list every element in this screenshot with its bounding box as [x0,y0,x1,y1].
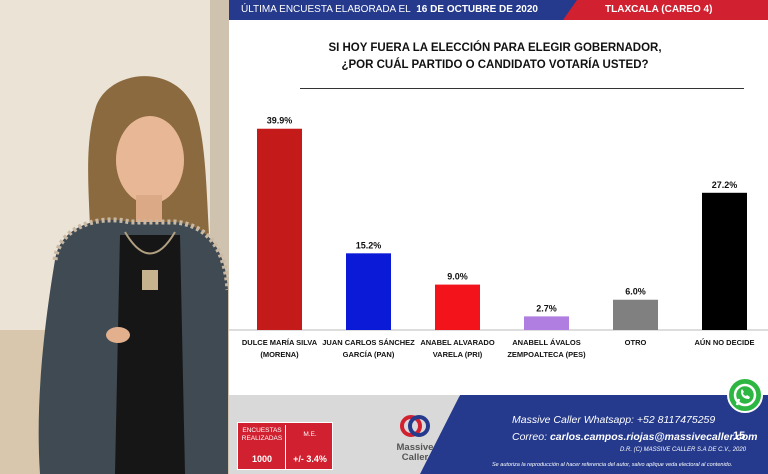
category-label-3-line-1: ZEMPOALTECA (PES) [507,350,586,359]
bar-2 [435,284,480,330]
bar-5 [702,192,747,330]
category-label-5-line-0: AÚN NO DECIDE [694,338,754,347]
logo-text-line2: Caller [401,452,429,463]
category-label-3-line-0: ANABELL ÁVALOS [512,338,580,347]
data-label-5: 27.2% [712,180,738,190]
logo-text-line1: Massive [396,442,434,453]
bar-4 [613,299,658,330]
whatsapp-contact: Massive Caller Whatsapp: +52 8117475259 [512,414,715,426]
stats-divider [285,425,286,469]
email-contact: Correo: carlos.campos.riojas@massivecall… [512,431,757,443]
category-label-4-line-0: OTRO [625,338,647,347]
title-divider [300,88,744,89]
category-label-0-line-0: DULCE MARÍA SILVA [242,338,318,347]
category-label-5: AÚN NO DECIDE [694,338,754,347]
page-number: 15 [733,430,746,442]
logo-icon [400,415,430,437]
chart-title-line1: SI HOY FUERA LA ELECCIÓN PARA ELEGIR GOB… [328,42,662,54]
category-label-2-line-0: ANABEL ALVARADO [420,338,494,347]
chart-title-line2: ¿POR CUÁL PARTIDO O CANDIDATO VOTARÍA US… [341,59,649,71]
copyright: D.R. (C) MASSIVE CALLER S.A DE C.V., 202… [620,447,747,453]
data-label-3: 2.7% [536,303,557,313]
bar-chart: 39.9% DULCE MARÍA SILVA (MORENA) 15.2% JUAN … [229,116,768,359]
candidate-photo-illustration [0,0,229,474]
margin-error-header: M.E. [303,431,317,438]
survey-date-label: ÚLTIMA ENCUESTA ELABORADA EL 16 DE OCTUB… [241,4,538,15]
footer-blue-band [420,395,768,474]
top-banner-red-tab [563,0,768,20]
sample-size-value: 1000 [251,454,273,464]
category-label-4: OTRO [625,338,647,347]
sample-size-header-line1: ENCUESTAS [242,427,282,434]
sample-size-header-line2: REALIZADAS [241,435,283,442]
top-banner [229,0,768,20]
category-label-0: DULCE MARÍA SILVA (MORENA) [242,338,318,359]
category-label-2-line-1: VARELA (PRI) [433,350,483,359]
category-label-2: ANABEL ALVARADO VARELA (PRI) [420,338,494,359]
bar-3 [524,316,569,330]
category-label-0-line-1: (MORENA) [260,350,299,359]
category-label-1-line-0: JUAN CARLOS SÁNCHEZ [322,338,415,347]
bar-1 [346,253,391,330]
data-label-0: 39.9% [267,116,293,126]
category-label-1: JUAN CARLOS SÁNCHEZ GARCÍA (PAN) [322,338,415,359]
whatsapp-phone-icon [733,383,757,407]
whatsapp-label: Massive Caller Whatsapp: [512,414,634,426]
whatsapp-number: +52 8117475259 [636,414,716,426]
data-label-2: 9.0% [447,272,468,282]
email-link[interactable]: carlos.campos.riojas@massivecaller.com [549,431,758,443]
whatsapp-icon[interactable] [727,377,763,413]
data-label-1: 15.2% [356,240,382,250]
disclaimer: Se autoriza la reproducción al hacer ref… [492,462,733,468]
region-label: TLAXCALA (CAREO 4) [605,4,713,15]
massive-caller-logo: Massive Caller [390,414,440,469]
sample-size-header: ENCUESTAS REALIZADAS [240,427,284,443]
margin-error-value: +/- 3.4% [293,454,327,464]
bar-0 [257,128,302,330]
survey-date: 16 DE OCTUBRE DE 2020 [416,4,538,15]
survey-stats-box: ENCUESTAS REALIZADAS M.E. 1000 +/- 3.4% [237,422,333,470]
email-label: Correo: [512,431,548,443]
chart-title: SI HOY FUERA LA ELECCIÓN PARA ELEGIR GOB… [300,40,690,74]
category-label-3: ANABELL ÁVALOS ZEMPOALTECA (PES) [507,338,586,359]
candidate-photo [0,0,229,474]
category-label-1-line-1: GARCÍA (PAN) [343,350,395,359]
survey-date-prefix: ÚLTIMA ENCUESTA ELABORADA EL [241,4,411,15]
data-label-4: 6.0% [625,287,646,297]
